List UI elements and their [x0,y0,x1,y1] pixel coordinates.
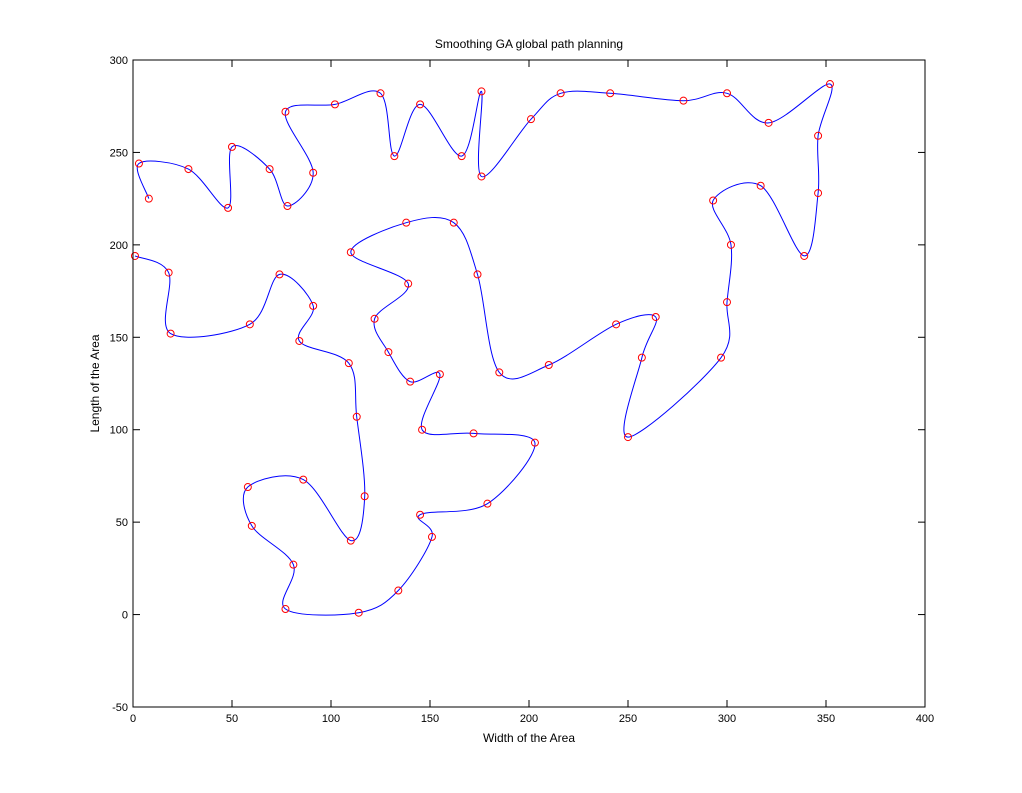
waypoint-marker [184,165,193,174]
waypoint-marker [309,301,318,310]
waypoint-marker [723,89,731,98]
waypoint-marker [814,189,823,198]
waypoint-marker [800,251,809,260]
waypoint-marker [416,100,425,109]
waypoint-marker [606,89,615,98]
x-tick-label: 100 [322,713,340,725]
waypoint-marker [281,605,290,614]
y-tick-label: 0 [122,610,128,622]
waypoint-marker [624,433,632,442]
waypoint-marker [265,165,274,174]
waypoint-marker [281,107,290,116]
x-tick-label: 300 [718,713,736,725]
waypoint-marker [360,492,369,501]
waypoint-marker [825,80,834,89]
waypoint-marker [406,377,415,386]
waypoint-marker [384,348,393,357]
waypoint-marker [346,536,355,545]
waypoint-marker [376,89,385,98]
waypoint-marker [224,203,233,212]
waypoint-marker [726,240,735,249]
waypoint-marker [418,425,427,434]
waypoint-marker [164,268,173,277]
waypoint-marker [526,115,535,124]
chart-title: Smoothing GA global path planning [435,37,623,51]
waypoint-marker [247,521,256,530]
waypoint-marker [427,532,436,541]
waypoint-marker [764,118,773,127]
x-tick-label: 150 [421,713,439,725]
waypoint-marker [495,368,504,377]
waypoint-marker [295,336,304,345]
x-axis-title: Width of the Area [483,731,575,745]
y-tick-label: -50 [112,702,128,714]
waypoint-marker [402,218,411,227]
waypoint-marker [612,320,621,329]
waypoint-marker [275,270,284,279]
waypoint-marker [814,131,823,140]
waypoint-marker [449,218,458,227]
waypoint-marker [354,608,363,617]
waypoint-marker [483,499,492,508]
y-tick-label: 100 [110,425,128,437]
waypoint-marker [344,359,353,368]
waypoint-marker [469,429,478,438]
y-tick-label: 200 [110,240,128,252]
waypoint-marker [346,248,355,257]
waypoint-marker [544,361,553,370]
waypoint-marker [473,270,482,279]
waypoint-marker [299,475,308,484]
waypoint-marker [144,194,153,203]
waypoint-marker [416,510,425,519]
y-tick-label: 250 [110,147,128,159]
waypoint-marker [756,181,765,190]
waypoint-marker [283,202,292,211]
waypoint-marker [243,483,252,492]
waypoint-marker [228,142,236,151]
waypoint-marker [556,89,565,98]
waypoint-marker [166,329,175,338]
x-axis: 0 50 100 150 200 250 300 350 400 [130,60,934,725]
waypoint-marker [477,87,486,96]
waypoint-marker [530,438,539,447]
y-tick-label: 50 [116,517,128,529]
y-axis: -50 0 50 100 150 200 250 300 [110,55,925,714]
waypoint-marker [289,560,298,569]
x-tick-label: 50 [226,713,238,725]
waypoint-marker [370,314,379,323]
marker-layer [130,80,834,617]
waypoint-marker [723,298,731,307]
y-tick-label: 150 [110,332,128,344]
waypoint-marker [330,100,339,109]
waypoint-marker [651,312,660,321]
waypoint-marker [394,586,403,595]
waypoint-marker [435,370,444,379]
waypoint-marker [130,251,139,260]
x-tick-label: 0 [130,713,136,725]
waypoint-marker [352,412,361,421]
waypoint-marker [457,152,466,161]
x-tick-label: 200 [520,713,538,725]
waypoint-marker [404,279,413,288]
y-axis-title: Length of the Area [88,334,102,432]
waypoint-marker [477,172,486,181]
waypoint-marker [245,320,254,329]
x-tick-label: 350 [817,713,835,725]
x-tick-label: 250 [619,713,637,725]
waypoint-marker [679,96,688,105]
waypoint-marker [390,152,399,161]
waypoint-marker [717,353,726,362]
x-tick-label: 400 [916,713,934,725]
y-tick-label: 300 [110,55,128,67]
waypoint-marker [134,159,143,168]
waypoint-marker [637,353,646,362]
waypoint-marker [309,168,318,177]
waypoint-marker [709,196,718,205]
